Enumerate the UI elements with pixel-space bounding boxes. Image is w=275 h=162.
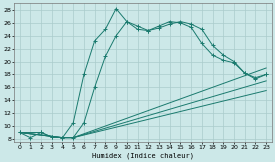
X-axis label: Humidex (Indice chaleur): Humidex (Indice chaleur) [92,152,194,159]
